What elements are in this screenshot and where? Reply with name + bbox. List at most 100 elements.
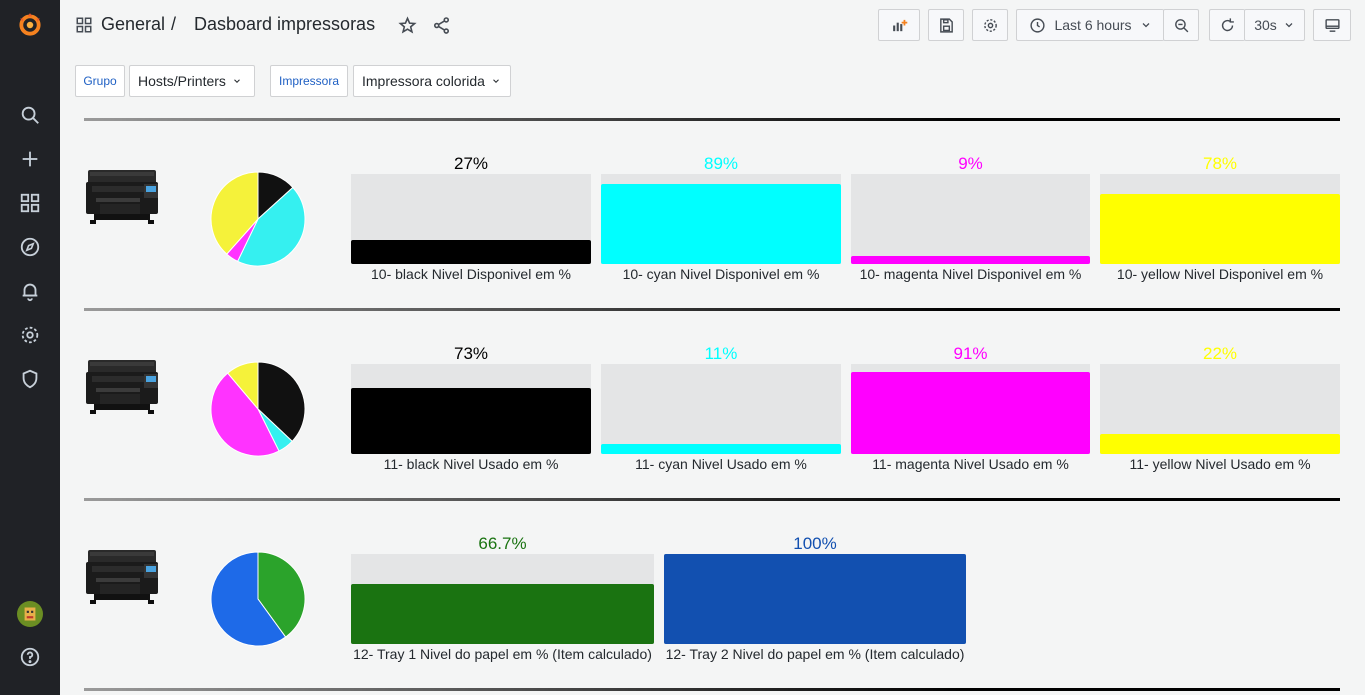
share-icon[interactable] <box>432 16 451 40</box>
refresh-interval-label: 30s <box>1254 17 1277 33</box>
gauge-label: 10- magenta Nivel Disponivel em % <box>859 266 1082 282</box>
gauge-label: 10- cyan Nivel Disponivel em % <box>622 266 820 282</box>
bar-gauge[interactable]: 89% 10- cyan Nivel Disponivel em % <box>601 154 841 288</box>
printer-image <box>86 354 162 416</box>
gauge-fill <box>601 444 841 454</box>
gauge-value: 27% <box>453 154 489 173</box>
gauge-label: 11- cyan Nivel Usado em % <box>635 456 807 472</box>
tv-mode-icon <box>1324 18 1340 32</box>
star-icon[interactable] <box>398 16 417 40</box>
page-title[interactable]: Dasboard impressoras <box>194 14 376 34</box>
gauge-fill <box>601 184 841 264</box>
explore-compass-icon[interactable] <box>0 227 60 267</box>
bar-gauge[interactable]: 11% 11- cyan Nivel Usado em % <box>601 344 841 478</box>
dashboards-grid-icon[interactable] <box>75 16 93 39</box>
chevron-down-icon <box>234 79 240 83</box>
pie-slice[interactable] <box>210 551 287 647</box>
bar-gauge[interactable]: 27% 10- black Nivel Disponivel em % <box>351 154 591 288</box>
help-icon[interactable] <box>0 637 60 677</box>
refresh-interval-picker[interactable]: 30s <box>1244 9 1305 41</box>
alerting-bell-icon[interactable] <box>0 271 60 311</box>
pie-slice[interactable] <box>236 186 306 267</box>
breadcrumb-folder[interactable]: General <box>101 14 166 34</box>
gauge-label: 10- yellow Nivel Disponivel em % <box>1116 266 1324 282</box>
variable-label-grupo: Grupo <box>75 65 125 97</box>
bar-gauge[interactable]: 9% 10- magenta Nivel Disponivel em % <box>851 154 1090 288</box>
user-avatar[interactable] <box>0 594 60 634</box>
bar-gauge[interactable]: 73% 11- black Nivel Usado em % <box>351 344 591 478</box>
bar-gauge[interactable]: 78% 10- yellow Nivel Disponivel em % <box>1100 154 1340 288</box>
sidebar <box>0 0 60 695</box>
row-separator <box>84 308 1340 311</box>
plus-icon[interactable] <box>0 139 60 179</box>
gauge-value: 89% <box>703 154 739 173</box>
gauge-fill <box>1100 194 1340 264</box>
printer-image <box>86 164 162 226</box>
gauge-label: 11- magenta Nivel Usado em % <box>872 456 1069 472</box>
top-navbar: General / Dasboard impressoras Last 6 ho… <box>60 0 1365 52</box>
pie-chart[interactable] <box>209 360 307 463</box>
gauge-fill <box>664 554 966 644</box>
pie-chart[interactable] <box>209 550 307 653</box>
time-picker-button[interactable]: Last 6 hours <box>1016 9 1164 41</box>
refresh-button[interactable] <box>1209 9 1245 41</box>
add-panel-icon <box>892 19 907 31</box>
search-icon[interactable] <box>0 95 60 135</box>
tv-mode-button[interactable] <box>1313 9 1351 41</box>
bar-gauge[interactable]: 100% 12- Tray 2 Nivel do papel em % (Item… <box>664 534 966 668</box>
row-separator <box>84 118 1340 121</box>
gauge-value: 100% <box>793 534 837 553</box>
row-separator <box>84 498 1340 501</box>
clock-icon <box>1030 17 1046 33</box>
gauge-value: 78% <box>1202 154 1238 173</box>
pie-slice[interactable] <box>210 372 280 457</box>
gauge-fill <box>851 372 1090 454</box>
gauge-value: 73% <box>453 344 489 363</box>
save-dashboard-button[interactable] <box>928 9 964 41</box>
gauge-label: 12- Tray 1 Nivel do papel em % (Item cal… <box>353 646 652 662</box>
variable-value-impressora: Impressora colorida <box>362 73 485 89</box>
refresh-icon <box>1221 17 1234 31</box>
bar-gauge[interactable]: 22% 11- yellow Nivel Usado em % <box>1100 344 1340 478</box>
save-icon <box>939 17 953 33</box>
pie-slice[interactable] <box>210 171 259 255</box>
gauge-label: 11- yellow Nivel Usado em % <box>1129 456 1311 472</box>
gauge-fill <box>351 584 654 644</box>
pie-slice[interactable] <box>257 361 306 443</box>
zoom-out-button[interactable] <box>1163 9 1199 41</box>
chevron-down-icon <box>493 79 499 83</box>
time-range-label: Last 6 hours <box>1054 17 1132 33</box>
pie-chart[interactable] <box>209 170 307 273</box>
gauge-label: 10- black Nivel Disponivel em % <box>371 266 571 282</box>
settings-gear-icon <box>983 18 997 32</box>
pie-slice[interactable] <box>226 361 259 411</box>
gauge-value: 91% <box>953 344 988 363</box>
bar-gauge[interactable]: 91% 11- magenta Nivel Usado em % <box>851 344 1090 478</box>
grafana-logo-icon[interactable] <box>0 5 60 45</box>
row-separator <box>84 688 1340 691</box>
dashboard-settings-button[interactable] <box>972 9 1008 41</box>
gauge-label: 11- black Nivel Usado em % <box>383 456 559 472</box>
gauge-value: 66.7% <box>478 534 527 553</box>
pie-slice[interactable] <box>257 551 306 638</box>
dashboards-icon[interactable] <box>0 183 60 223</box>
variable-value-grupo: Hosts/Printers <box>138 73 226 89</box>
zoom-out-icon <box>1174 18 1188 32</box>
gauge-track <box>601 364 841 454</box>
variable-select-grupo[interactable]: Hosts/Printers <box>129 65 255 97</box>
gauge-fill <box>351 240 591 264</box>
variable-select-impressora[interactable]: Impressora colorida <box>353 65 511 97</box>
bar-gauge[interactable]: 66.7% 12- Tray 1 Nivel do papel em % (Ite… <box>351 534 654 668</box>
gauge-value: 11% <box>704 344 738 363</box>
variable-label-impressora: Impressora <box>270 65 348 97</box>
breadcrumb-separator: / <box>171 14 177 34</box>
configuration-gear-icon[interactable] <box>0 315 60 355</box>
printer-image <box>86 544 162 606</box>
gauge-label: 12- Tray 2 Nivel do papel em % (Item cal… <box>665 646 965 662</box>
chevron-down-icon <box>1285 23 1293 28</box>
gauge-fill <box>851 256 1090 264</box>
server-admin-shield-icon[interactable] <box>0 359 60 399</box>
add-panel-button[interactable] <box>878 9 920 41</box>
gauge-track <box>851 174 1090 264</box>
gauge-fill <box>351 388 591 454</box>
